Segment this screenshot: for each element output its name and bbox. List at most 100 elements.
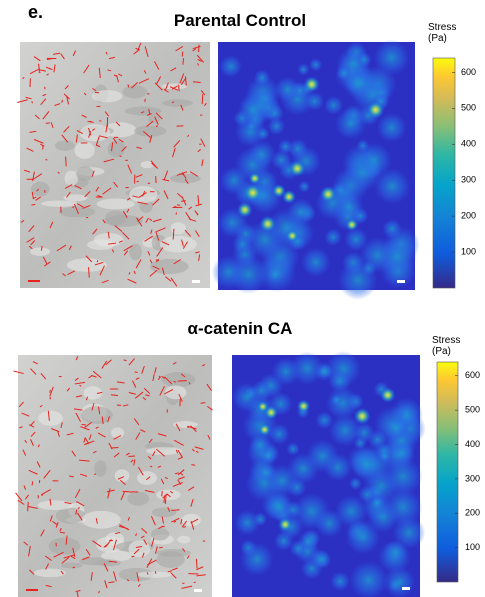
traction-arrow [36,461,41,468]
traction-arrow [18,401,24,408]
traction-arrow [96,391,103,395]
colorbar-tick-label: 100 [461,246,476,256]
traction-arrow [33,56,41,62]
traction-arrow [119,524,130,531]
traction-arrow [123,245,133,252]
traction-arrow [88,267,90,278]
traction-arrow [149,465,153,468]
scale-bar [28,280,40,282]
traction-arrow [84,440,95,445]
traction-arrow [201,94,204,105]
traction-arrow [191,464,196,466]
traction-arrow [46,66,53,71]
stress-patch [350,448,382,481]
traction-arrow [75,509,78,515]
stress-patch [328,369,352,393]
traction-arrow [66,432,74,436]
traction-arrow [138,466,144,476]
stress-hotspot [286,229,299,243]
traction-arrow [111,249,115,253]
traction-arrow [161,490,163,497]
cell-texture [83,386,103,400]
traction-arrow [127,516,130,521]
colorbar [436,361,459,583]
cell-texture [66,258,107,272]
traction-arrow [88,131,92,138]
traction-arrow [40,372,47,380]
stress-patch [277,139,294,155]
traction-arrow [159,385,165,396]
traction-arrow [53,64,56,73]
traction-arrow [173,259,181,265]
cell-texture [161,372,196,388]
traction-arrow [141,365,145,374]
traction-arrow [158,525,164,530]
traction-arrow [175,449,178,454]
traction-arrow [87,127,92,136]
traction-arrow [46,58,53,60]
traction-arrow [116,74,119,83]
colorbar-label: (Pa) [432,346,451,357]
cell-texture [177,535,191,544]
traction-arrow [194,446,204,450]
stress-hotspot [259,215,277,233]
traction-arrow [186,555,190,559]
traction-arrow [149,218,153,222]
cell-texture [34,568,66,578]
traction-arrow [198,254,201,262]
traction-arrow [189,171,199,177]
stress-hotspot [237,201,253,218]
traction-arrow [75,356,79,361]
traction-arrow [30,420,35,427]
traction-arrow [161,267,165,276]
traction-arrow [140,111,145,114]
stress-patch [330,394,343,407]
traction-arrow [93,473,97,476]
traction-arrow [200,402,206,404]
traction-arrow [108,581,115,584]
traction-arrow [118,73,123,77]
traction-arrow [115,121,121,127]
traction-arrow [75,395,83,398]
traction-arrow [145,394,150,397]
traction-arrow [40,98,47,106]
traction-arrow [197,148,202,153]
traction-arrow [164,389,174,395]
stress-patch [267,117,286,136]
traction-arrow [104,539,112,548]
stress-patch [298,180,311,193]
traction-arrow [138,78,150,84]
stress-patch [289,540,307,558]
traction-arrow [194,230,200,237]
traction-arrow [28,545,31,557]
traction-arrow [143,387,151,394]
traction-arrow [190,518,199,524]
traction-arrow [32,173,43,180]
traction-arrow [30,368,37,375]
traction-arrow [62,273,67,277]
traction-arrow [173,439,184,446]
traction-arrow [178,84,180,92]
traction-arrow [59,527,62,532]
traction-arrow [83,92,87,96]
colorbar-tick-label: 500 [461,103,476,113]
traction-arrow [90,572,93,581]
traction-arrow [67,270,76,276]
stress-patch [356,52,372,68]
traction-arrow [193,81,201,84]
traction-arrow [39,404,43,408]
traction-arrow [143,130,152,139]
stress-patch [377,448,392,464]
traction-arrow [137,201,148,205]
traction-arrow [33,139,44,144]
traction-arrow [150,229,153,234]
traction-arrow [108,560,117,563]
stress-hotspot [353,407,371,425]
stress-patch [383,457,423,497]
stress-hotspot [380,387,396,403]
stress-patch [373,39,410,76]
stress-hotspot [258,423,271,436]
stress-patch [389,440,415,466]
traction-arrow [163,89,169,93]
traction-arrow [20,219,25,223]
